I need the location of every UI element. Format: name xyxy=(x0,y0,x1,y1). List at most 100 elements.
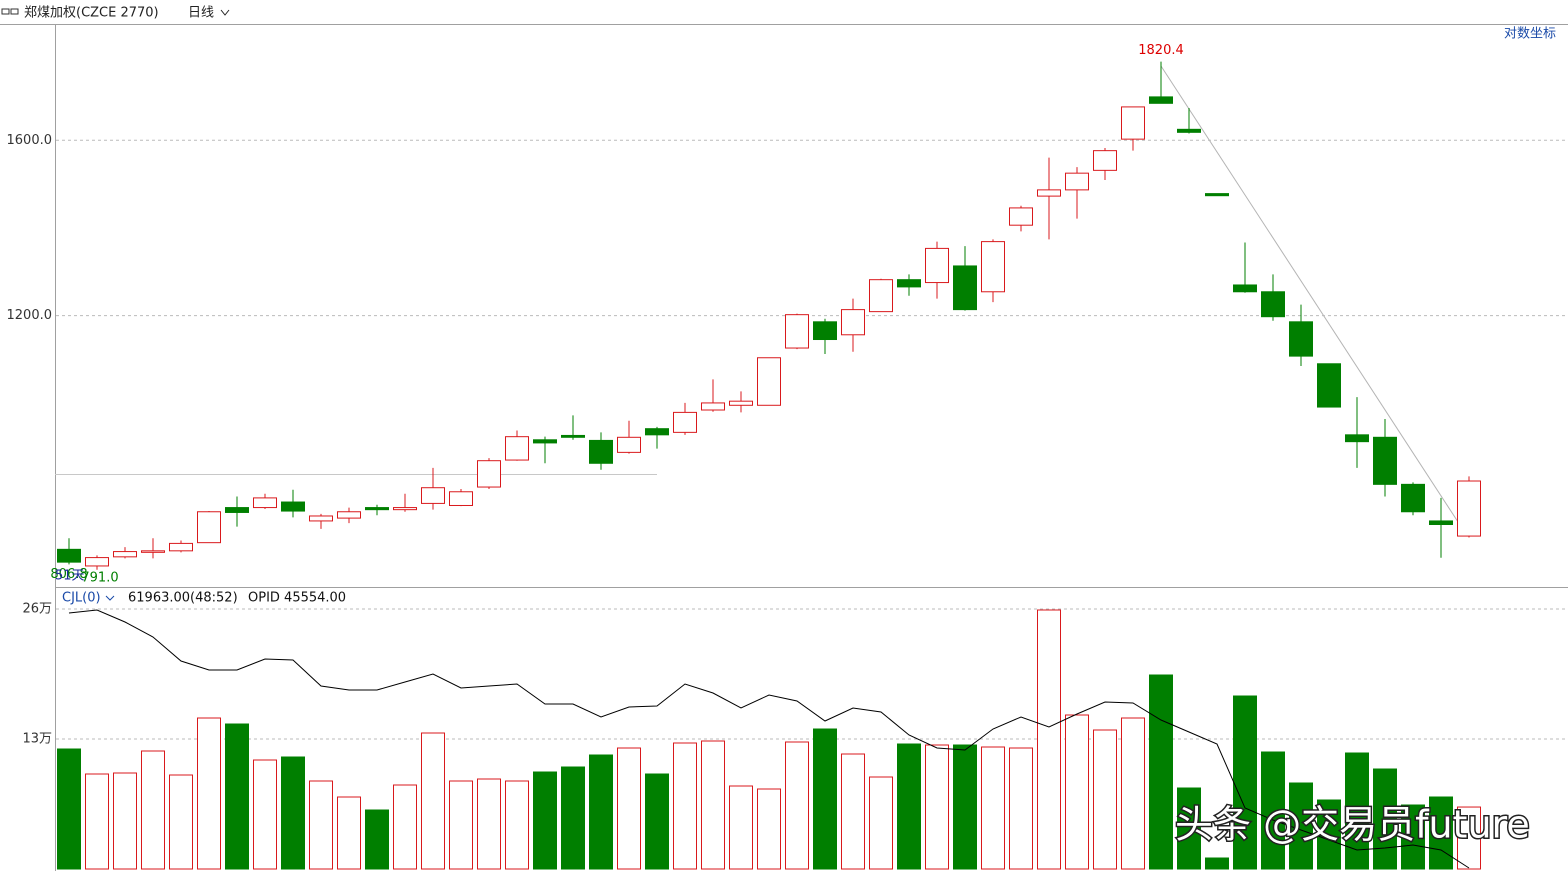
candle-body xyxy=(365,507,389,511)
y-tick-label: 1600.0 xyxy=(7,133,53,148)
volume-bar xyxy=(981,746,1005,870)
volume-bar xyxy=(1177,787,1201,870)
candle-body xyxy=(785,314,809,349)
volume-bar xyxy=(1429,796,1453,870)
candle-body xyxy=(757,357,781,406)
candle-body xyxy=(533,439,557,444)
candle-body xyxy=(645,428,669,436)
volume-bar xyxy=(1373,768,1397,870)
volume-bar xyxy=(85,773,109,870)
candle-body xyxy=(1233,284,1257,293)
volume-bar xyxy=(953,744,977,870)
candle-body xyxy=(869,279,893,313)
volume-bar xyxy=(1065,714,1089,870)
chart-title: 郑煤加权(CZCE 2770) xyxy=(24,5,159,21)
candle-body xyxy=(141,550,165,553)
volume-bar xyxy=(897,743,921,870)
volume-status: 61963.00(48:52) xyxy=(128,591,238,606)
candle-body xyxy=(477,460,501,488)
candle-body xyxy=(505,436,529,461)
volume-bar xyxy=(421,732,445,870)
volume-bar xyxy=(253,759,277,870)
candle-body xyxy=(1401,483,1425,513)
period-selector[interactable]: 日线 xyxy=(188,6,214,21)
candle-body xyxy=(897,279,921,288)
candle-body xyxy=(841,309,865,336)
candle-body xyxy=(1121,106,1145,140)
volume-bar xyxy=(365,809,389,870)
candle-body xyxy=(1261,291,1285,318)
volume-bar xyxy=(309,780,333,870)
candle-body xyxy=(589,439,613,464)
volume-bar xyxy=(505,780,529,870)
indicator-chevron[interactable] xyxy=(105,595,115,601)
volume-bar xyxy=(1149,674,1173,870)
volume-bar xyxy=(1345,752,1369,870)
candle-body xyxy=(197,511,221,544)
link-icon xyxy=(1,8,19,15)
volume-bar xyxy=(757,788,781,870)
indicator-name[interactable]: CJL(0) xyxy=(62,591,101,606)
candle-body xyxy=(701,402,725,411)
volume-bar xyxy=(925,744,949,870)
open-interest-status: OPID 45554.00 xyxy=(248,591,346,606)
drawn-trend-line xyxy=(1160,65,1461,526)
open-interest-line xyxy=(68,609,1470,869)
volume-bar xyxy=(113,772,137,870)
candle-body xyxy=(449,491,473,506)
volume-bar xyxy=(841,753,865,870)
start-low-label: 791.0 xyxy=(81,571,118,586)
volume-bar xyxy=(1121,717,1145,870)
volume-bar xyxy=(645,773,669,870)
volume-bar xyxy=(673,742,697,870)
candle-body xyxy=(57,548,81,563)
volume-bar xyxy=(1317,799,1341,870)
volume-bar xyxy=(1009,747,1033,870)
volume-bar xyxy=(729,785,753,870)
y-tick-label: 13万 xyxy=(22,732,52,747)
watermark: 头条 @交易员future xyxy=(1175,803,1530,847)
volume-bar xyxy=(169,774,193,870)
max-label: 1820.4 xyxy=(1138,43,1184,58)
candle-body xyxy=(1177,128,1201,133)
candle-body xyxy=(309,515,333,522)
toolbar xyxy=(0,0,1568,24)
candle-body xyxy=(281,501,305,512)
y-tick-label: 26万 xyxy=(22,602,52,617)
volume-bar xyxy=(197,717,221,870)
candle-body xyxy=(1317,363,1341,408)
candle-body xyxy=(1429,520,1453,526)
y-tick-label: 1200.0 xyxy=(7,308,53,323)
volume-bar xyxy=(57,748,81,870)
volume-bar xyxy=(617,747,641,870)
volume-bar xyxy=(1401,804,1425,870)
candle-body xyxy=(561,434,585,438)
candle-body xyxy=(1345,434,1369,443)
candle-body xyxy=(1065,172,1089,191)
min-label: 806.8 xyxy=(50,567,87,582)
candle-body xyxy=(1289,321,1313,357)
candle-body xyxy=(1457,480,1481,537)
volume-bar xyxy=(1205,857,1229,870)
volume-bar xyxy=(701,740,725,870)
volume-bar xyxy=(281,756,305,870)
candle-body xyxy=(1009,207,1033,226)
volume-bar xyxy=(449,780,473,870)
volume-bar xyxy=(141,750,165,870)
volume-bar xyxy=(589,754,613,870)
volume-bar xyxy=(1093,729,1117,870)
candle-body xyxy=(1205,193,1229,197)
candle-body xyxy=(169,542,193,552)
candle-body xyxy=(85,557,109,567)
candle-body xyxy=(421,487,445,504)
candle-body xyxy=(617,436,641,453)
volume-bar xyxy=(225,723,249,870)
log-scale-button[interactable]: 对数坐标 xyxy=(1504,27,1556,42)
candle-body xyxy=(225,507,249,513)
period-chevron[interactable] xyxy=(220,9,230,16)
candle-body xyxy=(925,247,949,284)
candle-body xyxy=(393,507,417,511)
volume-bar xyxy=(393,784,417,870)
volume-bar xyxy=(561,766,585,870)
